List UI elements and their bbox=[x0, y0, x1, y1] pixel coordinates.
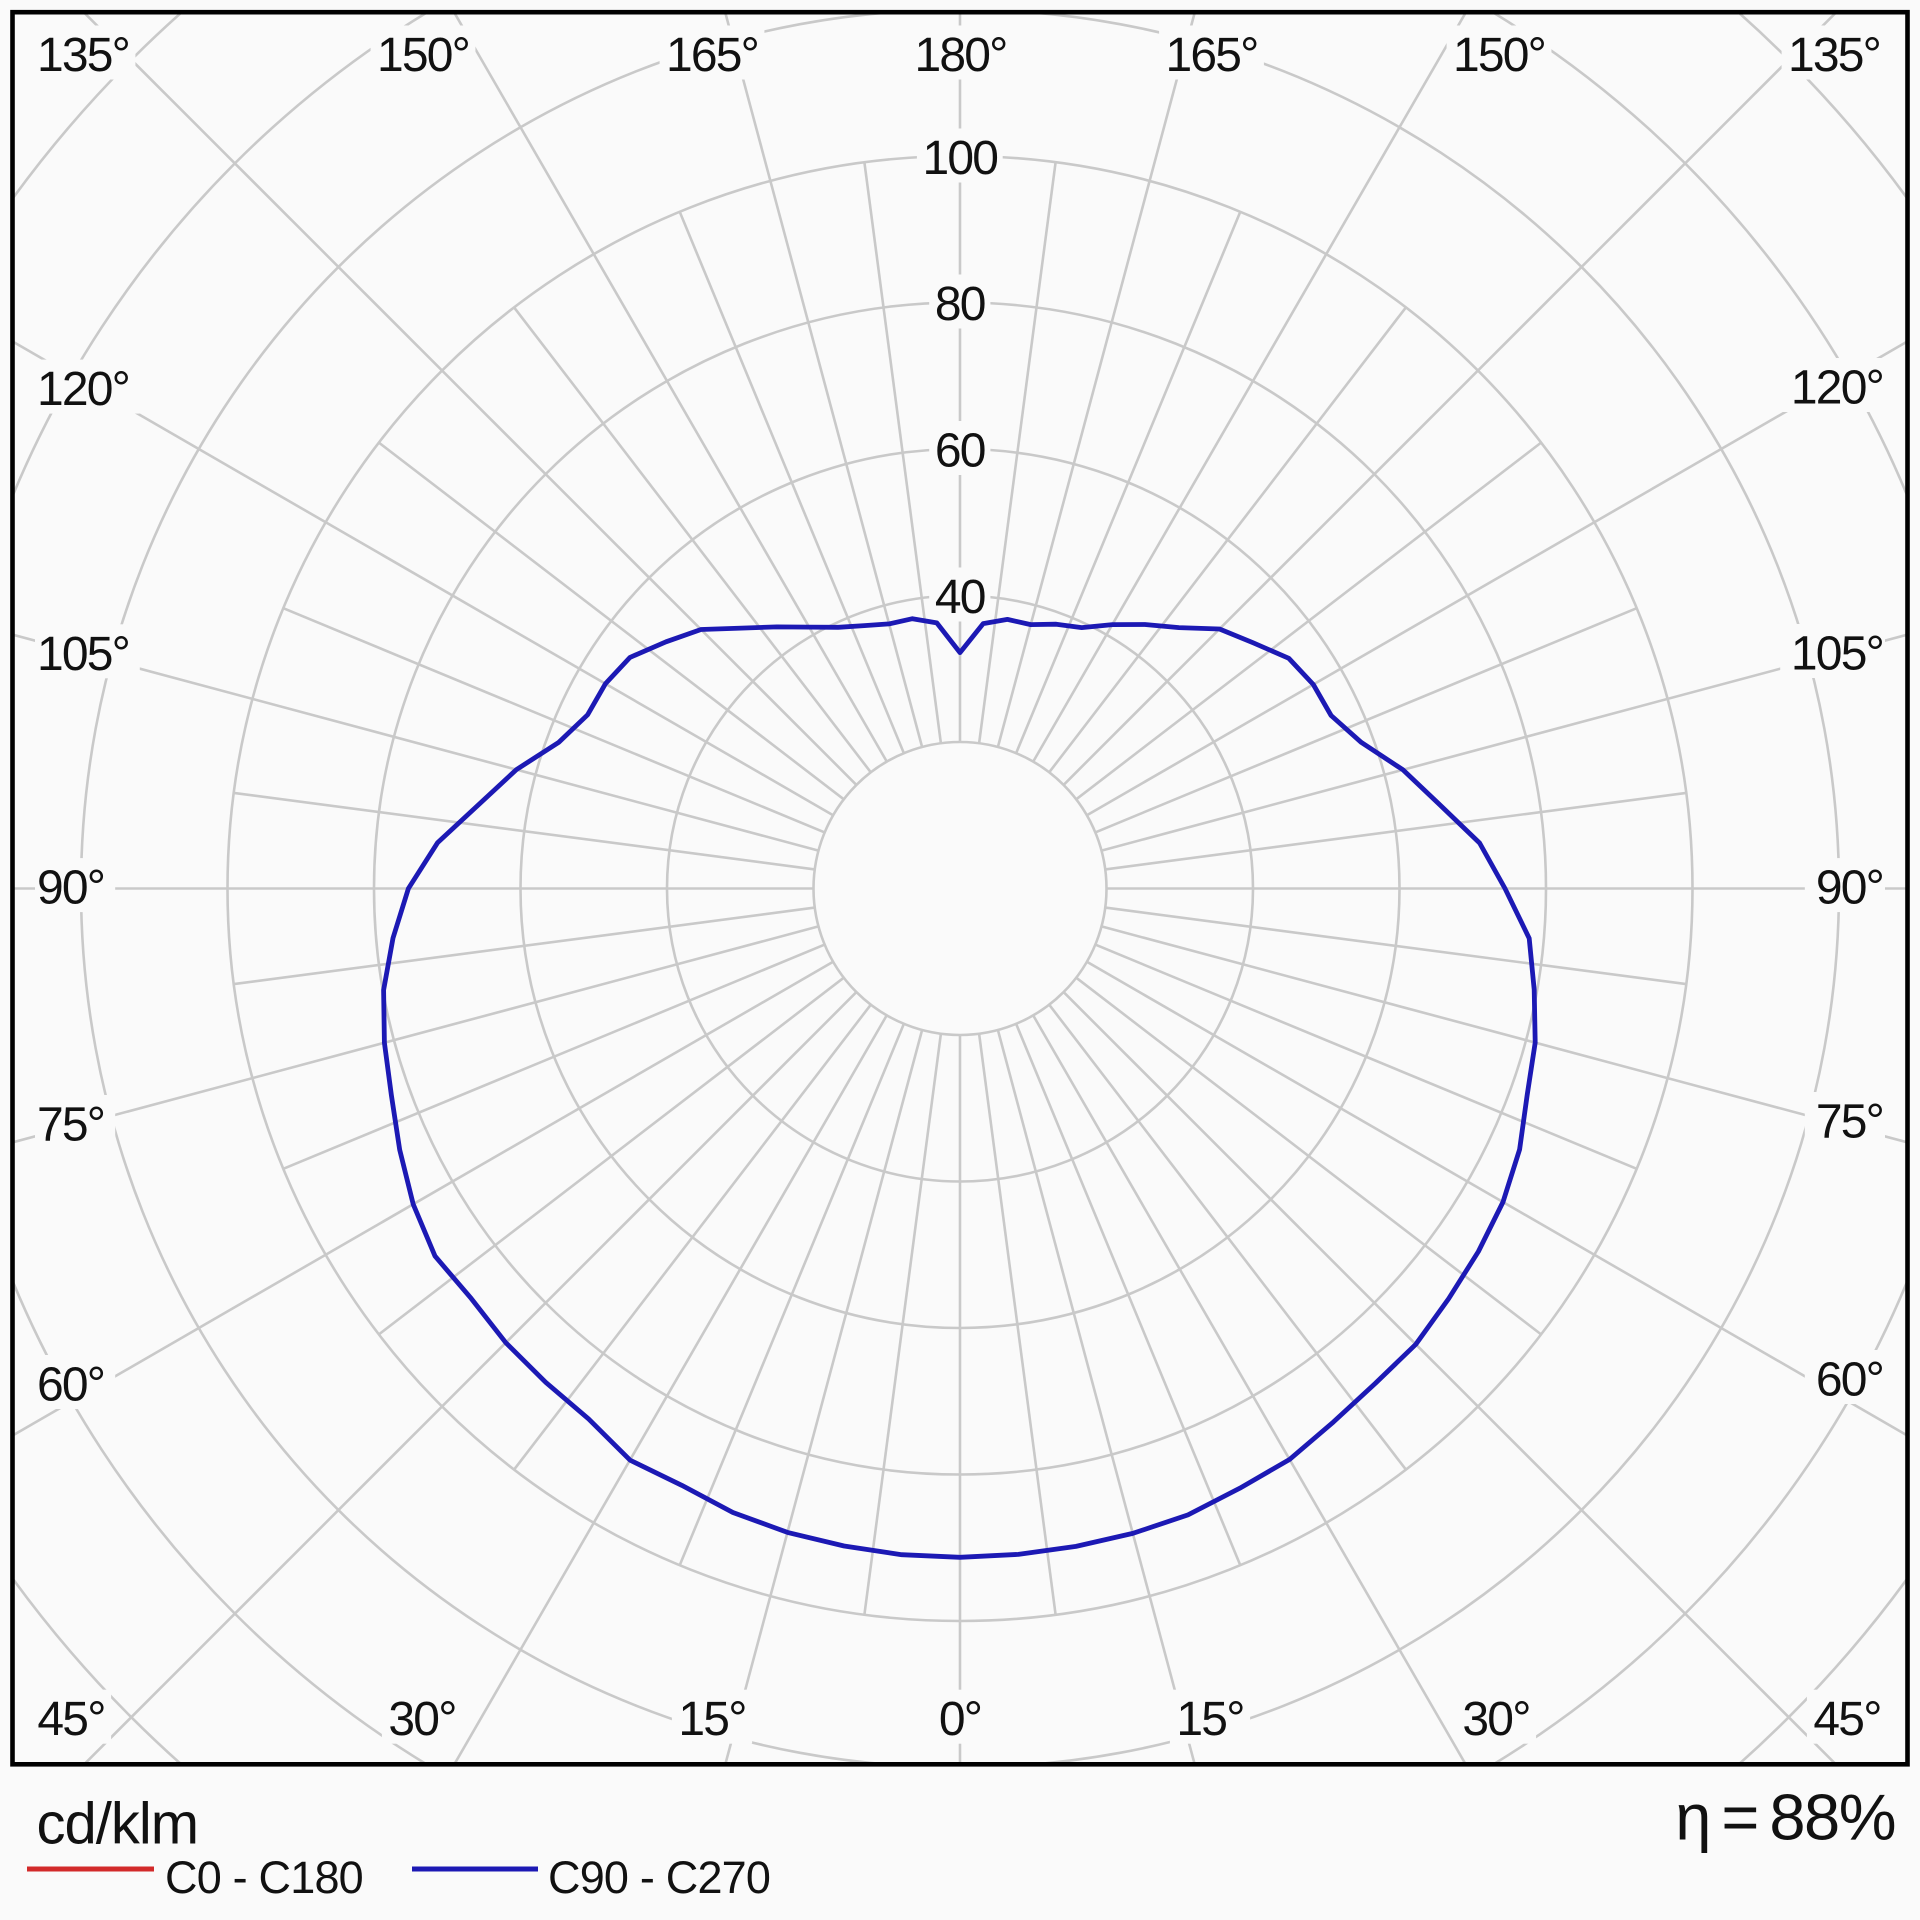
svg-text:15°: 15° bbox=[1176, 1693, 1243, 1746]
svg-text:cd/klm: cd/klm bbox=[37, 1792, 199, 1857]
svg-text:100: 100 bbox=[922, 132, 997, 185]
svg-text:75°: 75° bbox=[37, 1099, 104, 1152]
svg-text:135°: 135° bbox=[37, 29, 129, 82]
svg-text:η = 88%: η = 88% bbox=[1675, 1781, 1895, 1854]
svg-text:120°: 120° bbox=[37, 363, 129, 416]
svg-text:90°: 90° bbox=[37, 862, 104, 915]
svg-text:165°: 165° bbox=[1165, 29, 1257, 82]
svg-text:135°: 135° bbox=[1788, 29, 1880, 82]
svg-text:30°: 30° bbox=[388, 1693, 455, 1746]
svg-text:105°: 105° bbox=[1791, 628, 1883, 681]
svg-text:0°: 0° bbox=[939, 1693, 981, 1746]
svg-text:C90 - C270: C90 - C270 bbox=[548, 1852, 770, 1903]
svg-text:180°: 180° bbox=[914, 29, 1006, 82]
svg-text:60°: 60° bbox=[1816, 1354, 1883, 1407]
svg-text:90°: 90° bbox=[1816, 862, 1883, 915]
svg-text:150°: 150° bbox=[377, 29, 469, 82]
svg-text:15°: 15° bbox=[678, 1693, 745, 1746]
svg-text:75°: 75° bbox=[1816, 1096, 1883, 1149]
svg-text:60°: 60° bbox=[37, 1359, 104, 1412]
svg-text:150°: 150° bbox=[1453, 29, 1545, 82]
svg-text:165°: 165° bbox=[666, 29, 758, 82]
svg-text:C0 - C180: C0 - C180 bbox=[165, 1852, 363, 1903]
svg-text:60: 60 bbox=[935, 425, 985, 478]
svg-text:40: 40 bbox=[935, 571, 985, 624]
svg-text:80: 80 bbox=[935, 278, 985, 331]
svg-text:45°: 45° bbox=[1813, 1693, 1880, 1746]
svg-text:120°: 120° bbox=[1791, 362, 1883, 415]
svg-text:30°: 30° bbox=[1462, 1693, 1529, 1746]
svg-text:105°: 105° bbox=[37, 628, 129, 681]
svg-text:45°: 45° bbox=[37, 1693, 104, 1746]
